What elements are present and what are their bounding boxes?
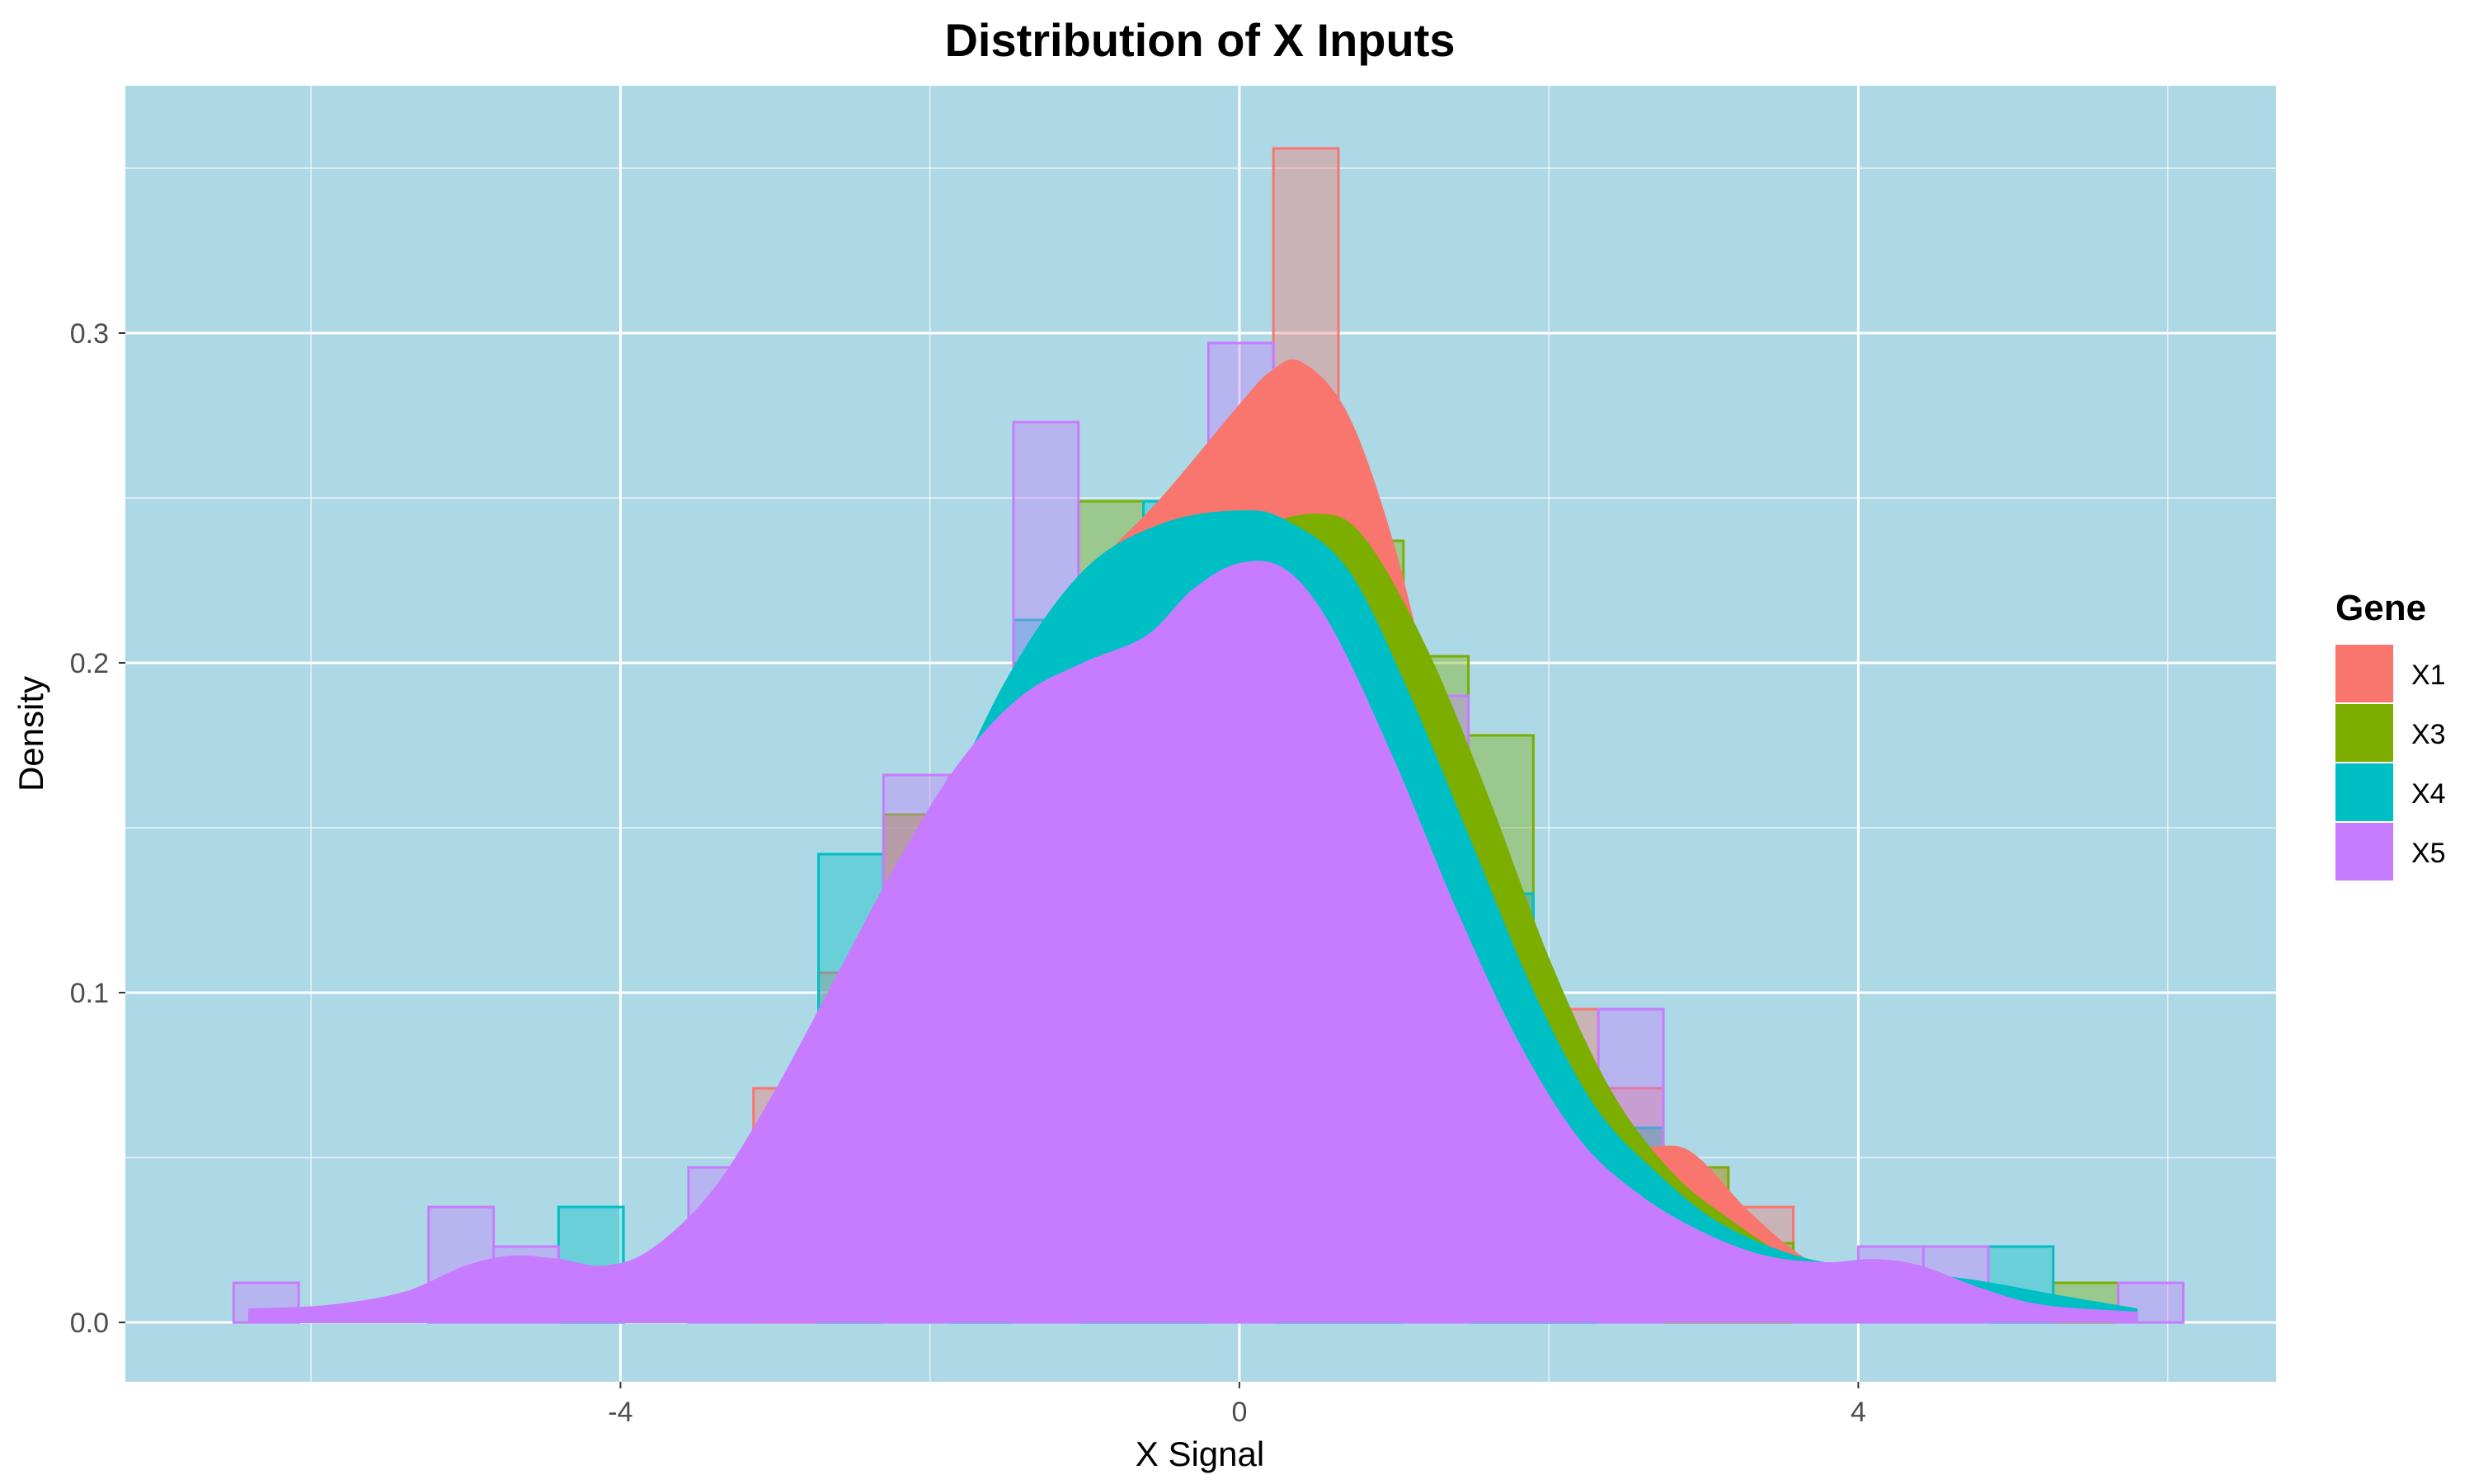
x-tick-label: 0: [1231, 1397, 1247, 1428]
legend-label-x4: X4: [2411, 778, 2446, 810]
y-tick-label: 0.0: [70, 1308, 109, 1339]
y-tick-label: 0.2: [70, 648, 109, 679]
legend-items: X1 X3 X4 X5: [2335, 645, 2446, 881]
x-tick-label: 4: [1851, 1397, 1866, 1428]
legend-label-x5: X5: [2411, 838, 2446, 869]
chart-title: Distribution of X Inputs: [944, 14, 1455, 66]
legend-key-x5: [2335, 823, 2393, 881]
density-layer: [248, 359, 2138, 1323]
legend-key-x3: [2335, 704, 2393, 762]
legend-key-x1: [2335, 645, 2393, 702]
legend: Gene X1 X3 X4 X5: [2335, 588, 2446, 881]
density-area-x5: [248, 561, 2138, 1323]
legend-label-x3: X3: [2411, 719, 2446, 750]
y-tick-label: 0.3: [70, 318, 109, 350]
y-axis: 0.0 0.1 0.2 0.3: [70, 318, 125, 1339]
legend-title: Gene: [2335, 588, 2426, 628]
x-tick-label: -4: [608, 1397, 633, 1428]
x-axis-title: X Signal: [1136, 1435, 1264, 1473]
legend-label-x1: X1: [2411, 660, 2446, 691]
x-axis: -4 0 4: [608, 1382, 1866, 1428]
legend-key-x4: [2335, 763, 2393, 821]
y-axis-title: Density: [12, 676, 50, 791]
y-tick-label: 0.1: [70, 978, 109, 1009]
